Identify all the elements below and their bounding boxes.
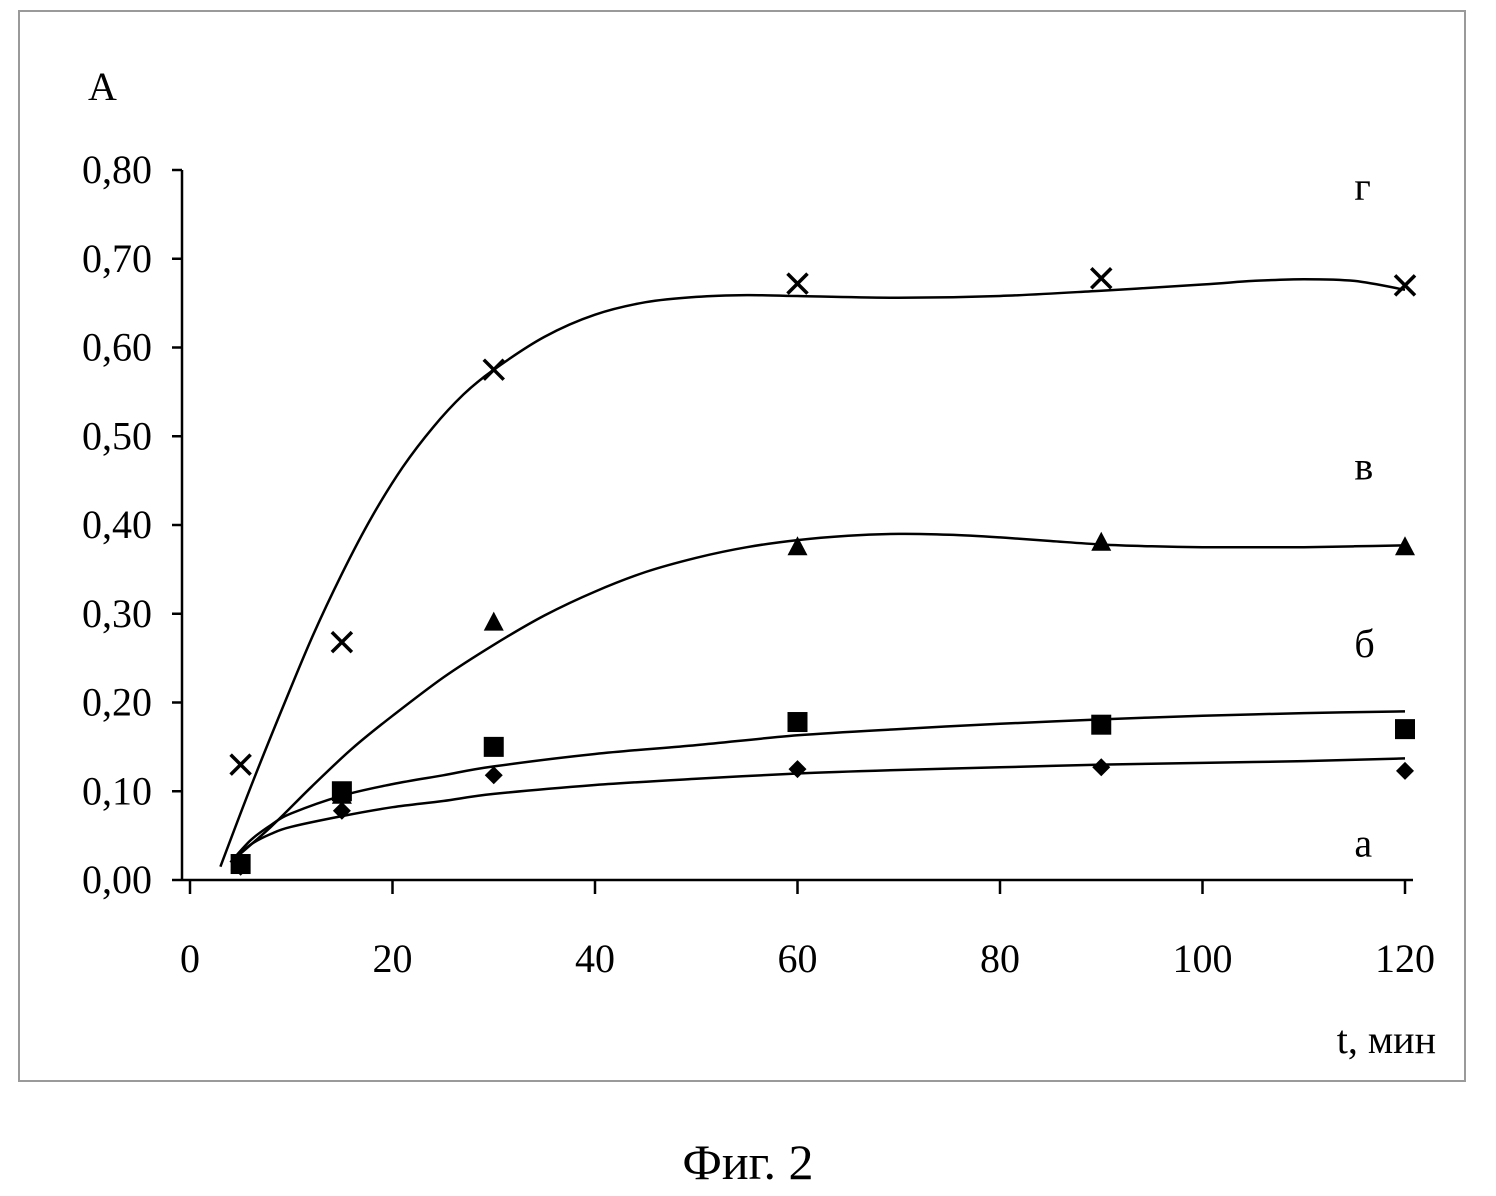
data-point-square: [1395, 719, 1415, 739]
chart-axes: 0,00 0,10 0,20 0,30 0,40 0,50 0,60 0,70 0,80 0 20 4…: [82, 147, 1435, 981]
x-tick-label: 100: [1173, 936, 1233, 981]
data-point-diamond: [1092, 758, 1110, 776]
data-point-square: [788, 712, 808, 732]
data-point-diamond: [485, 766, 503, 784]
x-axis-title: t, мин: [1337, 1017, 1436, 1062]
x-tick-label: 80: [980, 936, 1020, 981]
x-tick-label: 0: [180, 936, 200, 981]
trend-line-0: [231, 758, 1406, 862]
y-tick-label: 0,10: [82, 768, 152, 813]
curve-label-2: в: [1354, 443, 1373, 488]
data-point-x: [332, 632, 352, 652]
y-axis-title: A: [88, 64, 117, 109]
data-point-triangle: [484, 612, 504, 631]
x-tick-label: 20: [373, 936, 413, 981]
trend-line-2: [231, 534, 1406, 862]
trend-line-1: [231, 711, 1406, 862]
data-point-diamond: [789, 760, 807, 778]
data-point-diamond: [1396, 762, 1414, 780]
x-tick-label: 60: [778, 936, 818, 981]
y-tick-label: 0,00: [82, 857, 152, 902]
data-point-x: [484, 360, 504, 380]
curve-label-3: г: [1354, 164, 1370, 209]
trend-line-3: [220, 279, 1405, 867]
chart-curves: [220, 279, 1405, 867]
data-point-square: [1091, 715, 1111, 735]
chart-markers: [231, 268, 1415, 875]
chart-labels: At, мин а б в г: [88, 64, 1436, 1062]
data-point-x: [231, 755, 251, 775]
figure-caption: Фиг. 2: [0, 1132, 1496, 1192]
y-tick-label: 0,70: [82, 236, 152, 281]
data-point-x: [1091, 268, 1111, 288]
data-point-square: [484, 737, 504, 757]
data-point-triangle: [1091, 532, 1111, 551]
curve-label-0: а: [1354, 821, 1372, 866]
y-tick-label: 0,80: [82, 147, 152, 192]
x-tick-label: 120: [1375, 936, 1435, 981]
y-tick-label: 0,60: [82, 325, 152, 370]
y-tick-label: 0,50: [82, 413, 152, 458]
data-point-x: [1395, 275, 1415, 295]
y-tick-label: 0,40: [82, 502, 152, 547]
x-tick-label: 40: [575, 936, 615, 981]
y-tick-label: 0,30: [82, 591, 152, 636]
y-tick-label: 0,20: [82, 680, 152, 725]
curve-label-1: б: [1354, 621, 1374, 666]
data-point-x: [788, 274, 808, 294]
